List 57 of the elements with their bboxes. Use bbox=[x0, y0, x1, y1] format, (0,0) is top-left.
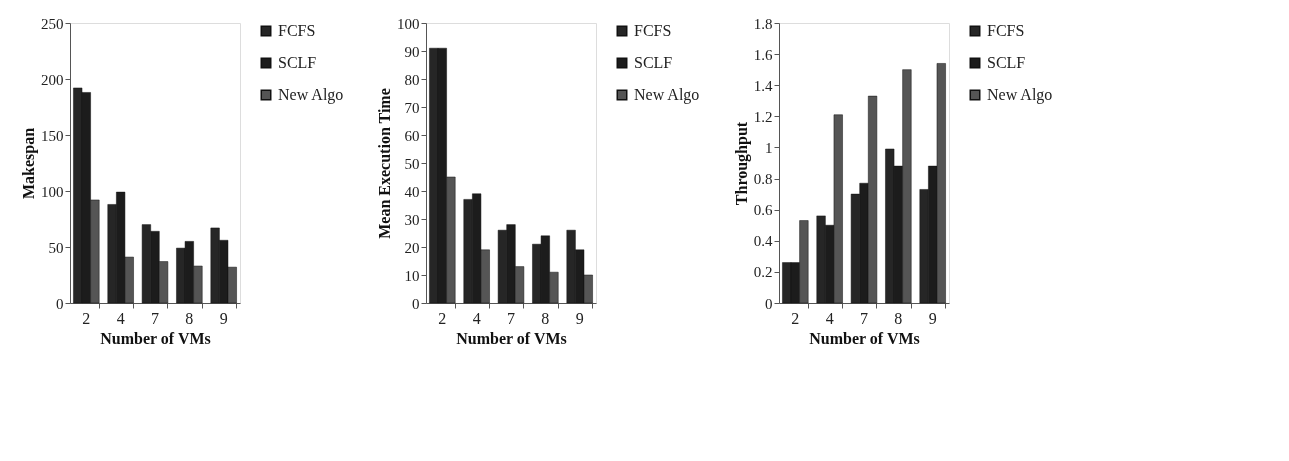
y-tick-label: 1 bbox=[765, 139, 773, 156]
legend-label: FCFS bbox=[987, 22, 1025, 39]
x-tick-label: 4 bbox=[472, 309, 481, 327]
x-tick-label: 7 bbox=[507, 309, 515, 327]
y-tick-label: 0 bbox=[765, 295, 773, 312]
x-tick-label: 7 bbox=[151, 309, 159, 327]
y-tick-label: 100 bbox=[41, 183, 64, 200]
y-tick-label: 0.2 bbox=[753, 264, 773, 281]
y-tick-label: 10 bbox=[404, 267, 420, 284]
x-tick-label: 2 bbox=[791, 309, 800, 327]
y-tick-label: 1.2 bbox=[753, 108, 773, 125]
legend-label: New Algo bbox=[278, 86, 344, 104]
x-axis-title: Number of VMs bbox=[809, 329, 920, 347]
legend-label: FCFS bbox=[278, 22, 316, 39]
y-tick-label: 80 bbox=[404, 71, 420, 88]
y-axis-title: Makespan bbox=[20, 127, 38, 200]
y-tick-label: 100 bbox=[397, 15, 420, 32]
y-tick-label: 50 bbox=[404, 155, 420, 172]
x-tick-label: 2 bbox=[438, 309, 447, 327]
y-tick-label: 50 bbox=[48, 239, 64, 256]
legend-label: New Algo bbox=[634, 86, 700, 104]
legend-label: SCLF bbox=[634, 54, 673, 71]
y-tick-label: 1.6 bbox=[753, 46, 773, 63]
legend-label: New Algo bbox=[987, 86, 1053, 104]
y-tick-label: 0.8 bbox=[753, 171, 773, 188]
y-tick-label: 90 bbox=[404, 43, 420, 60]
x-tick-label: 8 bbox=[541, 309, 550, 327]
x-tick-label: 4 bbox=[825, 309, 834, 327]
y-axis-title: Throughput bbox=[732, 121, 751, 206]
y-tick-label: 250 bbox=[41, 15, 64, 32]
y-tick-label: 60 bbox=[404, 127, 420, 144]
y-tick-label: 0.6 bbox=[753, 202, 773, 219]
legend-label: SCLF bbox=[987, 54, 1026, 71]
x-tick-label: 9 bbox=[575, 309, 584, 327]
y-tick-label: 1.4 bbox=[753, 77, 773, 94]
y-tick-label: 0 bbox=[412, 295, 420, 312]
x-tick-label: 7 bbox=[860, 309, 868, 327]
x-tick-label: 8 bbox=[894, 309, 903, 327]
y-tick-label: 0 bbox=[56, 295, 64, 312]
x-tick-label: 8 bbox=[185, 309, 194, 327]
x-tick-label: 2 bbox=[82, 309, 91, 327]
y-tick-label: 70 bbox=[404, 99, 420, 116]
y-tick-label: 150 bbox=[41, 127, 64, 144]
y-tick-label: 30 bbox=[404, 211, 420, 228]
y-tick-label: 1.8 bbox=[753, 15, 773, 32]
y-tick-label: 40 bbox=[404, 183, 420, 200]
x-tick-label: 9 bbox=[219, 309, 228, 327]
legend-label: SCLF bbox=[278, 54, 317, 71]
legend-label: FCFS bbox=[634, 22, 672, 39]
x-axis-title: Number of VMs bbox=[456, 329, 567, 347]
y-tick-label: 200 bbox=[41, 71, 64, 88]
x-tick-label: 9 bbox=[928, 309, 937, 327]
y-tick-label: 0.4 bbox=[753, 233, 773, 250]
x-axis-title: Number of VMs bbox=[100, 329, 211, 347]
x-tick-label: 4 bbox=[116, 309, 125, 327]
y-axis-title: Mean Execution Time bbox=[376, 88, 393, 239]
y-tick-label: 20 bbox=[404, 239, 420, 256]
